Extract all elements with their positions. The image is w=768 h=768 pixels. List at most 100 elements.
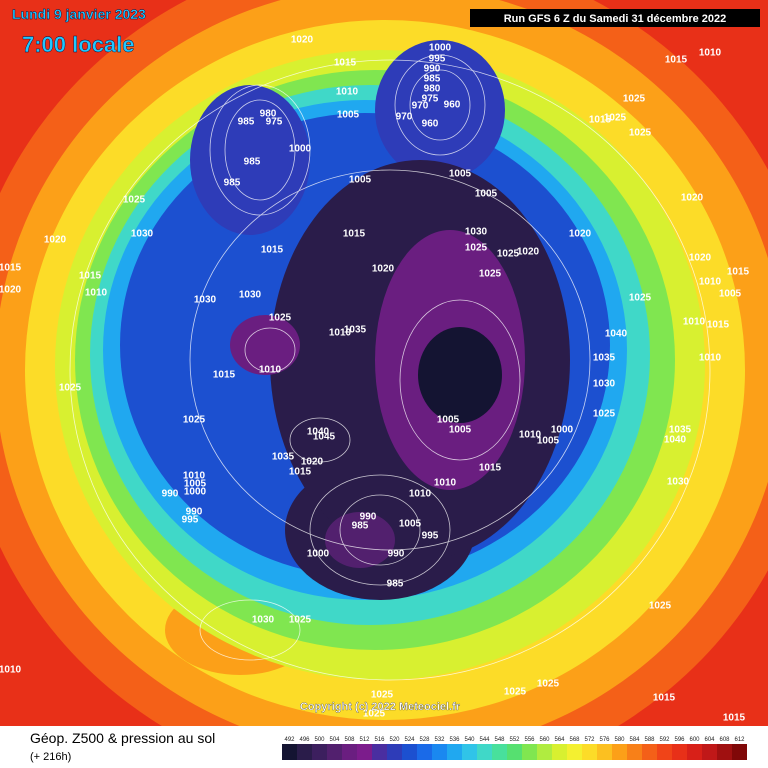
scale-swatch [702, 744, 717, 760]
isobar-label: 1025 [537, 679, 560, 690]
scale-swatch [612, 744, 627, 760]
isobar-label: 975 [266, 117, 283, 128]
isobar-label: 1030 [252, 615, 275, 626]
isobar-label: 1025 [183, 415, 206, 426]
isobar-label: 1035 [272, 452, 295, 463]
scale-swatch [657, 744, 672, 760]
isobar-label: 1010 [699, 277, 722, 288]
isobar-label: 960 [444, 100, 461, 111]
isobar-label: 1030 [194, 295, 217, 306]
run-bg [470, 9, 760, 27]
isobars [69, 54, 711, 681]
scale-swatch [597, 744, 612, 760]
scale-swatch [522, 744, 537, 760]
isobar-label: 970 [396, 112, 413, 123]
scale-label: 520 [389, 737, 400, 743]
isobar-label: 1025 [465, 243, 488, 254]
isobar-label: 1030 [131, 229, 154, 240]
scale-label: 580 [614, 737, 625, 743]
scale-swatch [477, 744, 492, 760]
scale-label: 596 [674, 737, 685, 743]
scale-label: 512 [359, 737, 370, 743]
isobar-label: 1020 [681, 193, 704, 204]
scale-swatch [732, 744, 747, 760]
isobar-label: 1005 [184, 479, 207, 490]
scale-swatch [462, 744, 477, 760]
scale-swatch [552, 744, 567, 760]
scale-label: 564 [554, 737, 565, 743]
isobar-label: 1015 [289, 467, 312, 478]
scale-swatch [582, 744, 597, 760]
isobar-label: 985 [244, 157, 261, 168]
isobar-label: 1015 [723, 713, 746, 724]
scale-swatch [372, 744, 387, 760]
scale-label: 588 [644, 737, 655, 743]
isobar-label: 1010 [409, 489, 432, 500]
scale-label: 604 [704, 737, 715, 743]
isobar-label: 1030 [239, 290, 262, 301]
scale-label: 592 [659, 737, 670, 743]
isobar-label: 995 [182, 515, 199, 526]
isobar-label: 1015 [343, 229, 366, 240]
scale-swatch [672, 744, 687, 760]
isobar-label: 1025 [629, 128, 652, 139]
isobar-label: 1025 [604, 113, 627, 124]
isobar-label: 985 [224, 178, 241, 189]
isobar-label: 1020 [569, 229, 592, 240]
isobar-label: 1035 [344, 325, 367, 336]
isobar-label: 990 [360, 512, 377, 523]
scale-label: 548 [494, 737, 505, 743]
isobar-label: 1025 [269, 313, 292, 324]
scale-swatch [507, 744, 522, 760]
scale-swatch [327, 744, 342, 760]
isobar-label: 1030 [465, 227, 488, 238]
scale-swatch [432, 744, 447, 760]
isobar-label: 990 [424, 64, 441, 75]
isobar-label: 1000 [551, 425, 574, 436]
isobar-label: 1015 [707, 320, 730, 331]
isobar-label: 1010 [329, 328, 352, 339]
isobar-label: 1025 [479, 269, 502, 280]
scale-label: 508 [344, 737, 355, 743]
isobar-label: 1010 [434, 478, 457, 489]
isobar-label: 1005 [437, 415, 460, 426]
scale-label: 556 [524, 737, 535, 743]
isobar-label: 1010 [0, 665, 22, 676]
isobar-label: 1025 [623, 94, 646, 105]
isobar-label: 1015 [589, 115, 612, 126]
isobar-label: 960 [422, 119, 439, 130]
scale-swatch [387, 744, 402, 760]
isobar-label: 1015 [79, 271, 102, 282]
isobar-label: 1000 [307, 549, 330, 560]
copyright: Copyright (c) 2022 Meteociel.fr [300, 701, 461, 713]
scale-label: 528 [419, 737, 430, 743]
isobar-label: 1025 [289, 615, 312, 626]
isobar-label: 980 [424, 84, 441, 95]
isobar-label: 1020 [372, 264, 395, 275]
isobar-label: 1005 [475, 189, 498, 200]
time: 7:00 locale [22, 32, 135, 57]
isobar-label: 1025 [363, 709, 386, 720]
isobar-label: 1025 [629, 293, 652, 304]
isobar-label: 995 [429, 54, 446, 65]
scale-swatch [282, 744, 297, 760]
isobar-label: 1030 [593, 379, 616, 390]
scale-swatch [357, 744, 372, 760]
isobar-label: 970 [412, 101, 429, 112]
isobar-label: 1015 [261, 245, 284, 256]
isobar-label: 985 [238, 117, 255, 128]
scale-label: 532 [434, 737, 445, 743]
isobar-label: 1025 [59, 383, 82, 394]
scale-label: 552 [509, 737, 520, 743]
run-info: Run GFS 6 Z du Samedi 31 décembre 2022 [504, 13, 727, 25]
isobar-label: 1005 [337, 110, 360, 121]
scale-swatch [687, 744, 702, 760]
isobar-label: 1015 [213, 370, 236, 381]
isobar-label: 975 [422, 94, 439, 105]
isobar-label: 1005 [449, 169, 472, 180]
scale-label: 540 [464, 737, 475, 743]
scale-swatch [492, 744, 507, 760]
scale-label: 516 [374, 737, 385, 743]
isobar-label: 980 [260, 109, 277, 120]
